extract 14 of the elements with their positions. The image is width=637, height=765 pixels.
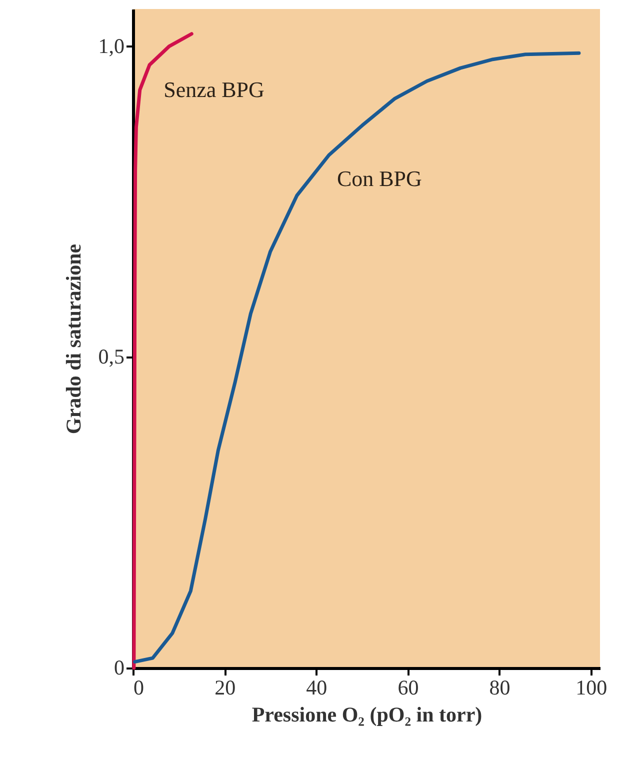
x-tick-label: 80 [489,676,510,700]
y-axis-title: Grado di saturazione [61,244,86,434]
x-axis-title: Pressione O₂ (pO₂ in torr) [252,702,482,726]
x-tick-label: 20 [214,676,236,700]
x-tick-label: 100 [576,676,608,700]
x-tick-label: 40 [306,676,328,700]
line-series [133,51,581,664]
x-tick-label: 60 [398,676,419,700]
series-label: Con BPG [336,166,422,192]
x-tick-label: 0 [134,676,144,700]
y-tick-label: 0,5 [98,344,124,369]
series-label: Senza BPG [164,76,265,102]
y-tick-label: 0 [114,656,124,680]
y-tick-label: 1,0 [98,34,124,58]
